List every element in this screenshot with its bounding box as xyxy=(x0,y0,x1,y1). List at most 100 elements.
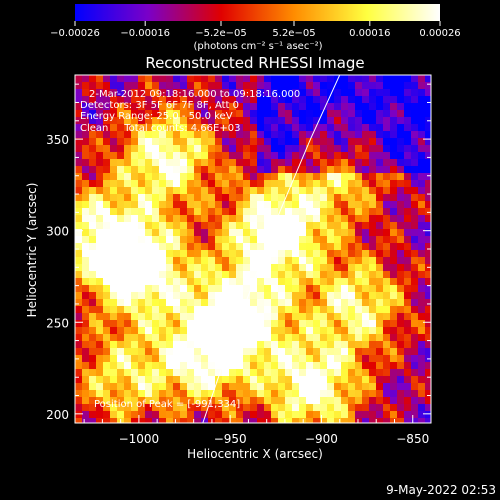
heatmap-cell xyxy=(166,110,174,118)
heatmap-cell xyxy=(327,117,335,125)
heatmap-cell xyxy=(411,131,419,139)
heatmap-cell xyxy=(173,320,181,328)
heatmap-cell xyxy=(166,292,174,300)
heatmap-cell xyxy=(159,194,167,202)
heatmap-cell xyxy=(201,250,209,258)
heatmap-cell xyxy=(285,103,293,111)
heatmap-cell xyxy=(362,362,370,370)
heatmap-cell xyxy=(383,334,391,342)
heatmap-cell xyxy=(250,271,258,279)
heatmap-cell xyxy=(397,362,405,370)
heatmap-cell xyxy=(187,138,195,146)
heatmap-cell xyxy=(194,138,202,146)
heatmap-cell xyxy=(292,383,300,391)
heatmap-cell xyxy=(82,341,90,349)
heatmap-cell xyxy=(418,75,426,83)
heatmap-cell xyxy=(376,390,384,398)
heatmap-cell xyxy=(75,299,83,307)
heatmap-cell xyxy=(355,313,363,321)
heatmap-cell xyxy=(124,257,132,265)
heatmap-cell xyxy=(334,201,342,209)
heatmap-cell xyxy=(208,390,216,398)
heatmap-cell xyxy=(131,96,139,104)
heatmap-cell xyxy=(215,418,223,423)
heatmap-cell xyxy=(194,236,202,244)
heatmap-cell xyxy=(320,89,328,97)
heatmap-cell xyxy=(418,110,426,118)
heatmap-cell xyxy=(138,138,146,146)
heatmap-cell xyxy=(187,271,195,279)
heatmap-cell xyxy=(404,362,412,370)
heatmap-cell xyxy=(173,362,181,370)
heatmap-cell xyxy=(264,117,272,125)
heatmap-cell xyxy=(180,404,188,412)
heatmap-cell xyxy=(215,243,223,251)
heatmap-cell xyxy=(187,341,195,349)
heatmap-cell xyxy=(376,152,384,160)
heatmap-cell xyxy=(236,285,244,293)
heatmap-cell xyxy=(348,110,356,118)
heatmap-cell xyxy=(404,376,412,384)
heatmap-cell xyxy=(418,264,426,272)
heatmap-cell xyxy=(271,103,279,111)
heatmap-cell xyxy=(138,96,146,104)
heatmap-cell xyxy=(215,278,223,286)
heatmap-cell xyxy=(194,390,202,398)
heatmap-cell xyxy=(194,110,202,118)
heatmap-cell xyxy=(89,334,97,342)
heatmap-cell xyxy=(348,117,356,125)
heatmap-cell xyxy=(159,257,167,265)
heatmap-cell xyxy=(411,271,419,279)
heatmap-cell xyxy=(110,278,118,286)
heatmap-cell xyxy=(320,418,328,423)
heatmap-cell xyxy=(341,145,349,153)
heatmap-cell xyxy=(201,187,209,195)
heatmap-cell xyxy=(257,285,265,293)
heatmap-cell xyxy=(194,103,202,111)
heatmap-cell xyxy=(341,334,349,342)
heatmap-cell xyxy=(390,348,398,356)
heatmap-cell xyxy=(397,348,405,356)
heatmap-cell xyxy=(124,152,132,160)
heatmap-cell xyxy=(397,313,405,321)
y-tick-label: 300 xyxy=(46,225,69,239)
heatmap-cell xyxy=(243,82,251,90)
heatmap-cell xyxy=(292,75,300,83)
x-axis-label: Heliocentric X (arcsec) xyxy=(187,447,323,461)
heatmap-cell xyxy=(348,404,356,412)
heatmap-cell xyxy=(110,236,118,244)
heatmap-cell xyxy=(404,159,412,167)
heatmap-cell xyxy=(159,390,167,398)
heatmap-cell xyxy=(159,348,167,356)
heatmap-cell xyxy=(292,411,300,419)
heatmap-cell xyxy=(103,271,111,279)
heatmap-cell xyxy=(166,89,174,97)
heatmap-cell xyxy=(390,299,398,307)
heatmap-cell xyxy=(173,208,181,216)
heatmap-cell xyxy=(411,299,419,307)
heatmap-cell xyxy=(257,159,265,167)
heatmap-cell xyxy=(334,271,342,279)
heatmap-cell xyxy=(299,215,307,223)
heatmap-cell xyxy=(89,110,97,118)
heatmap-cell xyxy=(96,320,104,328)
heatmap-cell xyxy=(320,362,328,370)
heatmap-cell xyxy=(152,334,160,342)
heatmap-cell xyxy=(222,243,230,251)
heatmap-cell xyxy=(222,187,230,195)
heatmap-cell xyxy=(411,411,419,419)
heatmap-cell xyxy=(215,362,223,370)
heatmap-cell xyxy=(180,103,188,111)
heatmap-cell xyxy=(208,110,216,118)
heatmap-cell xyxy=(243,243,251,251)
heatmap-cell xyxy=(285,404,293,412)
heatmap-cell xyxy=(306,96,314,104)
heatmap-cell xyxy=(180,390,188,398)
heatmap-cell xyxy=(285,215,293,223)
heatmap-cell xyxy=(236,180,244,188)
heatmap-cell xyxy=(152,145,160,153)
heatmap-cell xyxy=(187,229,195,237)
heatmap-cell xyxy=(334,313,342,321)
heatmap-cell xyxy=(320,131,328,139)
heatmap-cell xyxy=(306,180,314,188)
